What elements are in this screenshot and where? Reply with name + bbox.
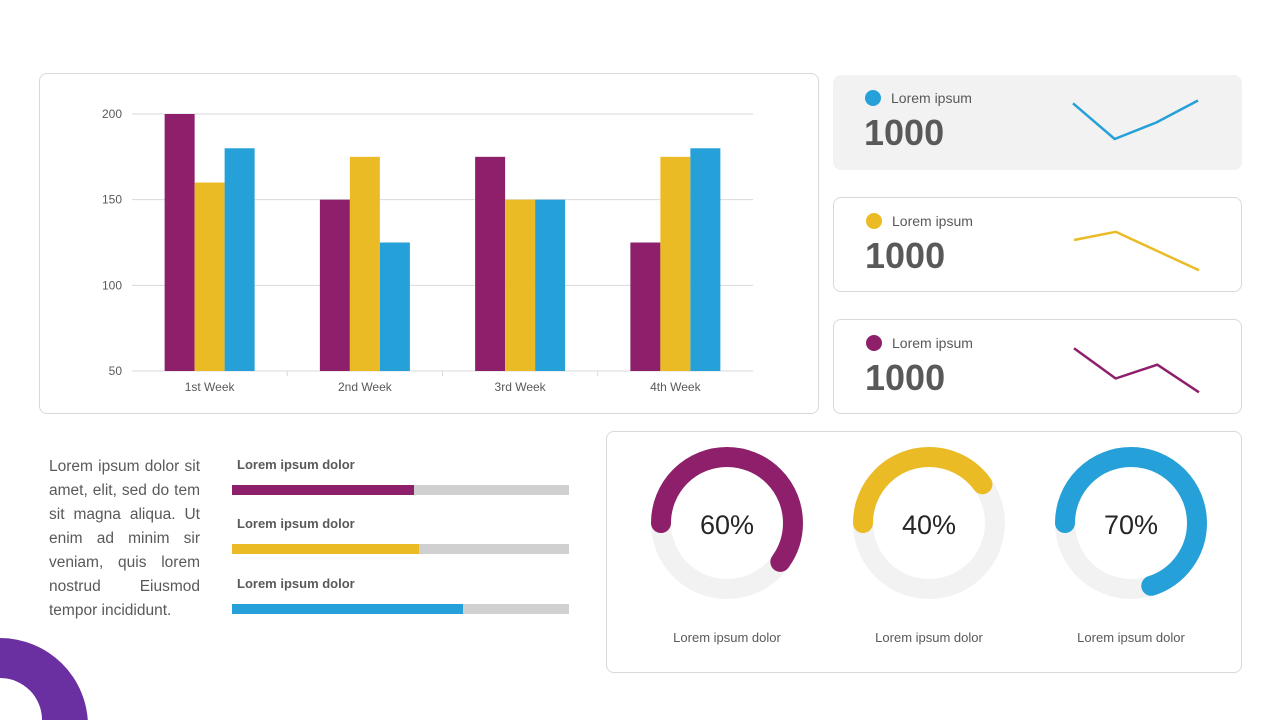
kpi-card-blue: Lorem ipsum 1000 [833, 75, 1242, 170]
series-dot-icon [865, 90, 881, 106]
progress-fill [232, 604, 463, 614]
donut-ring [1055, 447, 1207, 599]
donut-hole [873, 467, 985, 579]
progress-fill [232, 544, 420, 554]
sparkline-line [1073, 230, 1200, 272]
donut-hole [671, 467, 783, 579]
kpi-card-purple: Lorem ipsum 1000 [833, 319, 1242, 414]
body-paragraph: Lorem ipsum dolor sit amet, elit, sed do… [49, 458, 200, 619]
bar [319, 199, 350, 371]
progress-label: Lorem ipsum dolor [237, 516, 355, 531]
bar [164, 114, 195, 371]
progress-track [232, 544, 569, 554]
donut-chart: 70% Lorem ipsum dolor [1046, 446, 1216, 645]
kpi-label: Lorem ipsum [891, 90, 972, 106]
kpi-value: 1000 [865, 357, 946, 398]
donut-percent: 40% [901, 510, 957, 540]
kpi-card-yellow: Lorem ipsum 1000 [833, 197, 1242, 292]
donut-arc [853, 447, 1005, 599]
bar [194, 182, 225, 371]
kpi-value: 1000 [864, 112, 945, 153]
sparkline [1073, 347, 1200, 394]
x-tick-label: 2nd Week [338, 380, 393, 394]
series-dot-icon [866, 335, 882, 351]
kpi-value: 1000 [865, 235, 946, 276]
progress-track [232, 604, 569, 614]
donut-percent: 70% [1103, 510, 1159, 540]
y-tick-label: 100 [102, 278, 122, 292]
bar [505, 199, 536, 371]
donut-label: Lorem ipsum dolor [673, 630, 781, 645]
x-tick-label: 1st Week [185, 380, 236, 394]
bar-chart-panel: 50 100 150 200 1st Week 2nd Week 3rd Week 4th W… [39, 73, 819, 414]
donut-percent: 60% [699, 510, 755, 540]
donut-arc [651, 447, 803, 599]
x-tick-label: 4th Week [650, 380, 701, 394]
progress-fill [232, 485, 414, 495]
sparkline-line [1073, 347, 1200, 394]
bar [379, 242, 410, 371]
progress-label: Lorem ipsum dolor [237, 457, 355, 472]
kpi-label: Lorem ipsum [892, 335, 973, 351]
donut-arc [1055, 447, 1207, 599]
corner-arc-shape [0, 638, 88, 720]
donut-chart: 60% Lorem ipsum dolor [642, 446, 812, 645]
progress-track [232, 485, 569, 495]
bar-chart: 50 100 150 200 1st Week 2nd Week 3rd Week 4th W… [102, 107, 753, 394]
sparkline-line [1072, 99, 1199, 141]
bar [690, 148, 721, 371]
sparkline [1072, 99, 1199, 141]
progress-label: Lorem ipsum dolor [237, 576, 355, 591]
kpi-label: Lorem ipsum [892, 213, 973, 229]
x-tick-label: 3rd Week [495, 380, 547, 394]
donut-ring [651, 447, 803, 599]
donut-ring [853, 447, 1005, 599]
y-tick-label: 50 [109, 364, 123, 378]
donut-hole [1075, 467, 1187, 579]
bar [630, 242, 661, 371]
bar [475, 156, 506, 371]
bar [535, 199, 566, 371]
bar [660, 156, 691, 371]
y-tick-label: 150 [102, 193, 122, 207]
series-dot-icon [866, 213, 882, 229]
donut-panel: 60% Lorem ipsum dolor 40% Lorem ipsum do… [606, 431, 1242, 673]
bar [349, 156, 380, 371]
y-tick-label: 200 [102, 107, 122, 121]
donut-chart: 40% Lorem ipsum dolor [844, 446, 1014, 645]
bar [224, 148, 255, 371]
donut-label: Lorem ipsum dolor [1077, 630, 1185, 645]
sparkline [1073, 230, 1200, 272]
donut-label: Lorem ipsum dolor [875, 630, 983, 645]
